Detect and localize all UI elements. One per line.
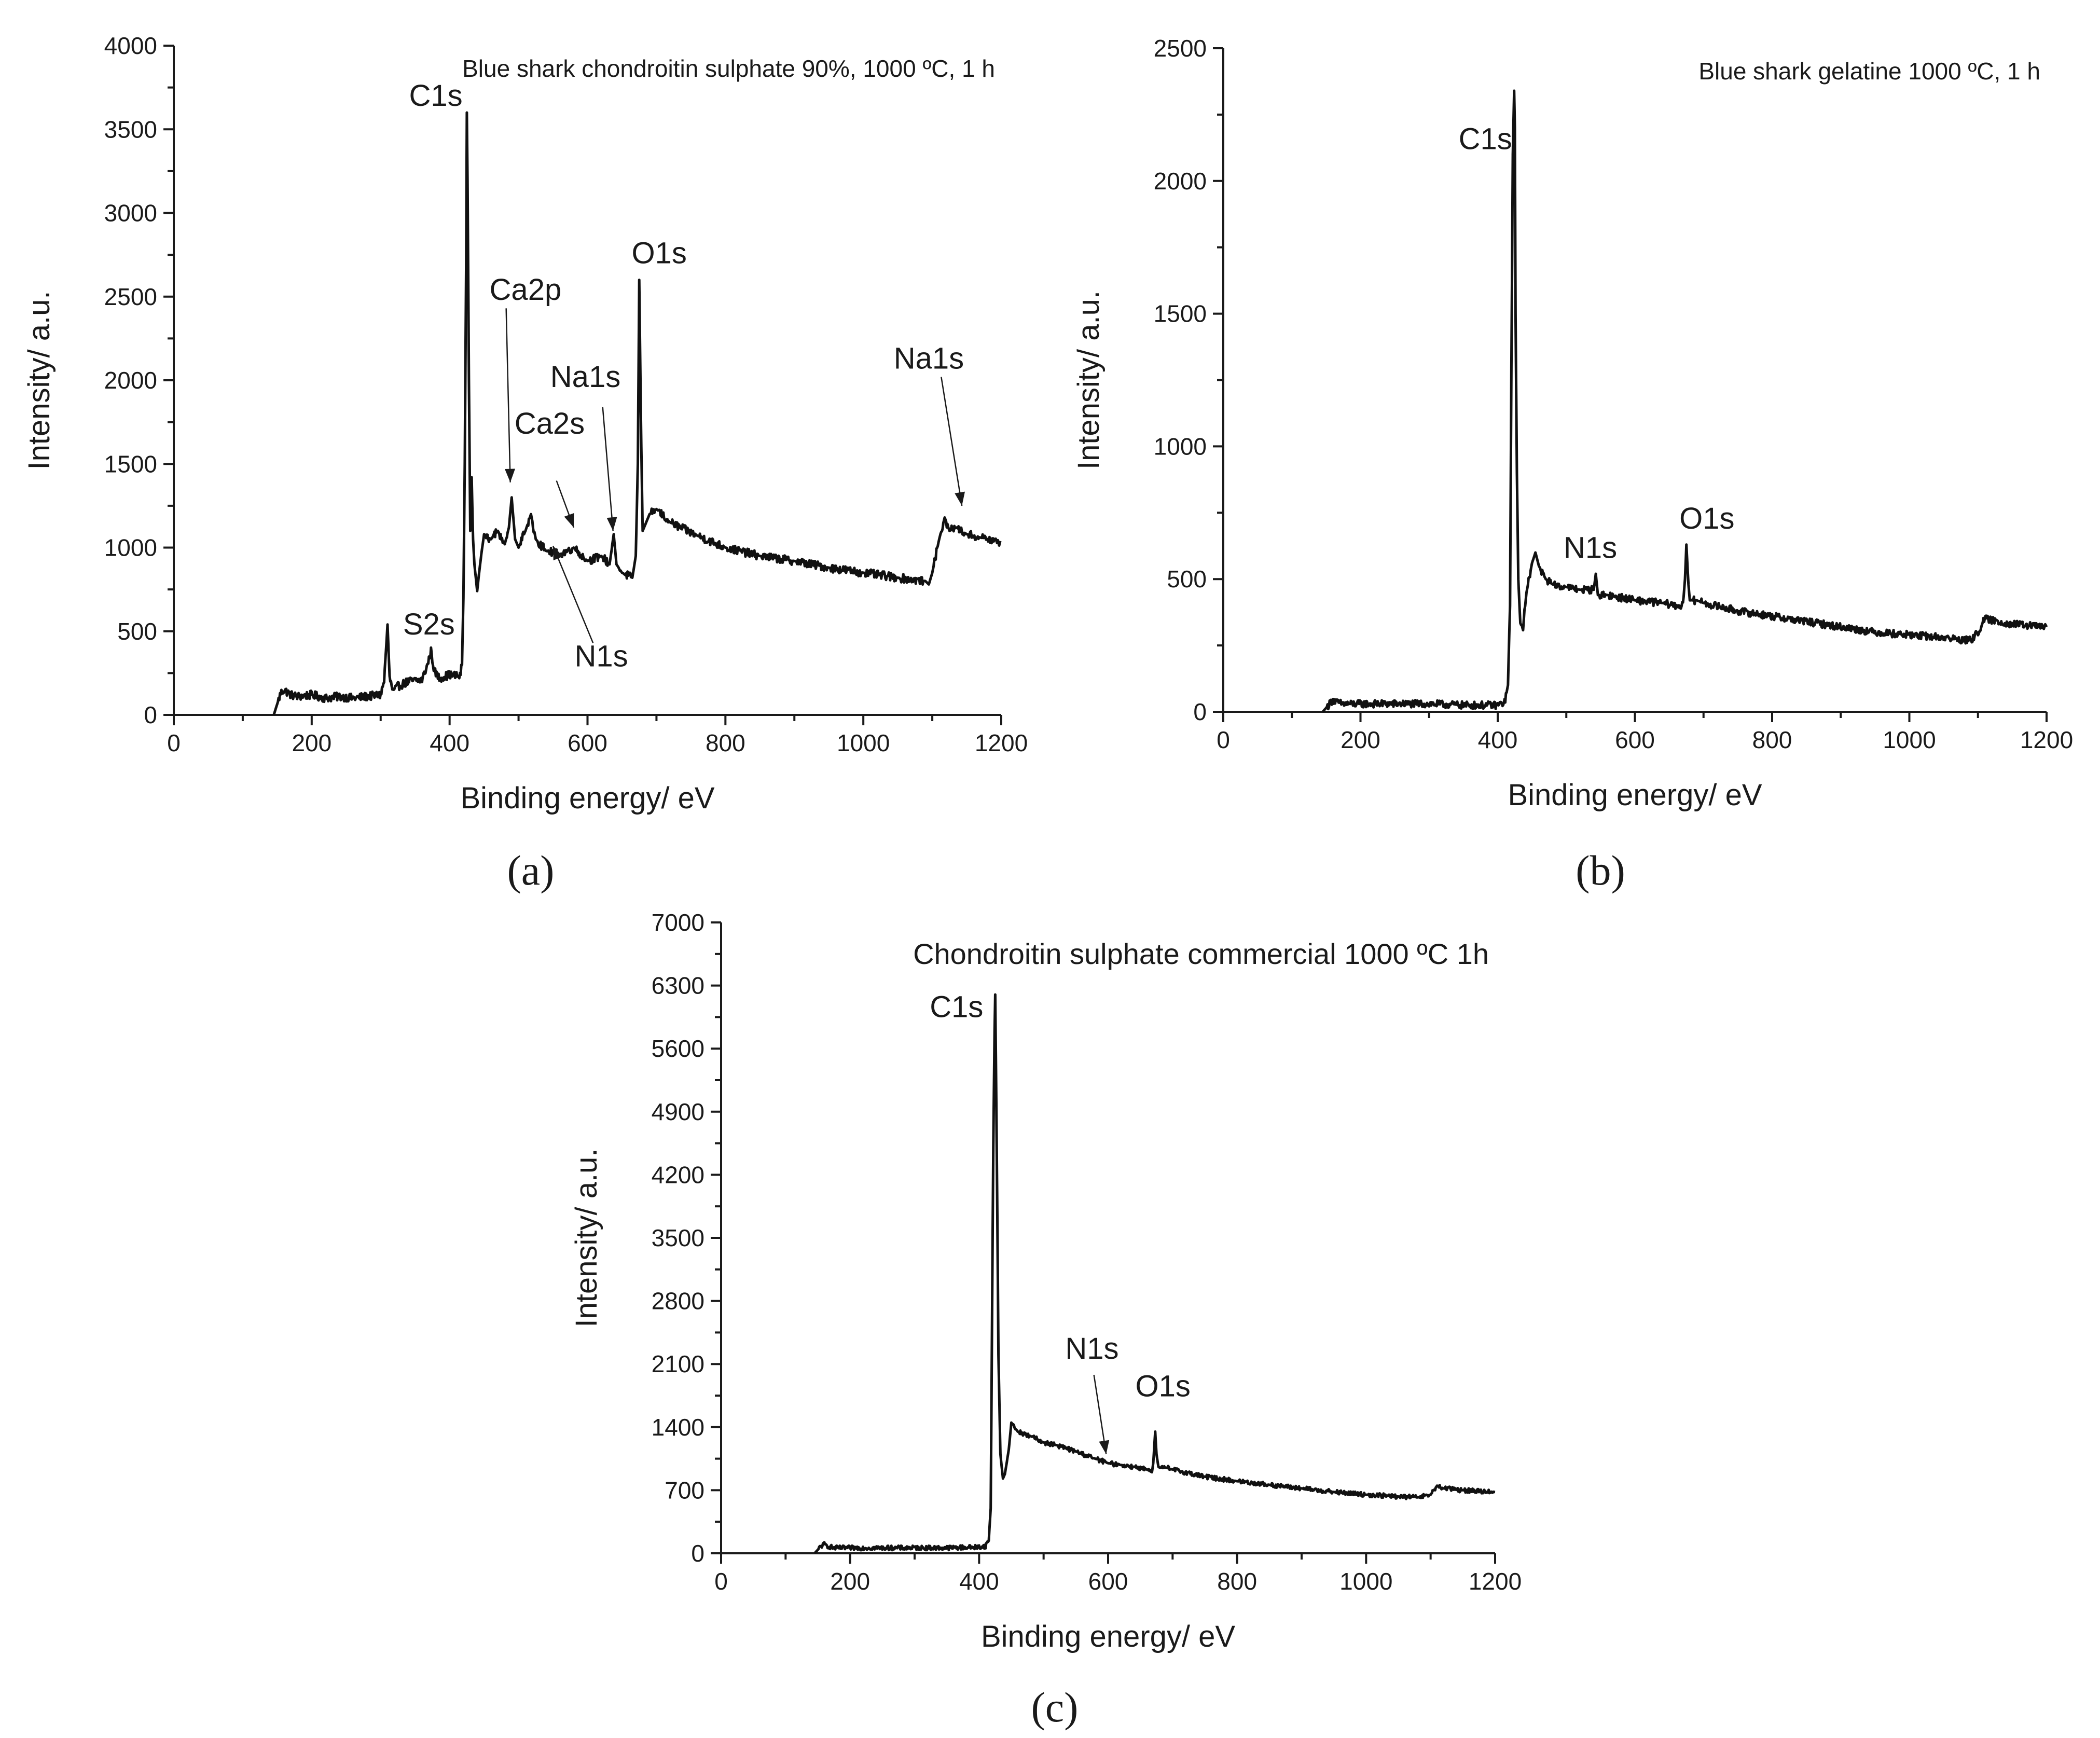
y-tick-label: 0 — [144, 701, 157, 728]
y-tick-label: 6300 — [652, 972, 704, 999]
peak-annotation: C1s — [409, 79, 463, 113]
x-tick-label: 0 — [167, 729, 181, 756]
panel-label: (b) — [1576, 847, 1625, 894]
arrow-head — [564, 513, 574, 528]
y-tick-label: 2500 — [1154, 35, 1207, 62]
y-tick-label: 1000 — [1154, 433, 1207, 460]
peak-annotation: N1s — [1065, 1332, 1118, 1365]
x-axis-title: Binding energy/ eV — [981, 1620, 1235, 1653]
y-tick-label: 1400 — [652, 1414, 704, 1441]
y-tick-label: 1000 — [104, 534, 157, 561]
arrow-head — [1099, 1440, 1110, 1454]
x-tick-label: 800 — [1217, 1568, 1257, 1595]
y-tick-label: 2100 — [652, 1350, 704, 1377]
x-tick-label: 200 — [830, 1568, 870, 1595]
peak-annotation: S2s — [403, 608, 455, 641]
panel-a-chart: 0 200 400 600 800 1000 1200 0 500 1000 1500 2000 250… — [22, 32, 1028, 894]
arrow-head — [553, 546, 563, 561]
arrow-head — [606, 517, 617, 531]
peak-annotation: O1s — [632, 236, 687, 270]
x-tick-label: 400 — [1478, 726, 1518, 753]
peak-annotation: O1s — [1679, 502, 1734, 535]
x-tick-label: 200 — [292, 729, 331, 756]
x-tick-label: 0 — [1217, 726, 1230, 753]
x-tick-label: 800 — [1752, 726, 1792, 753]
y-tick-label: 700 — [665, 1477, 704, 1503]
panel-label: (c) — [1031, 1684, 1078, 1731]
peak-annotation: N1s — [1564, 531, 1617, 564]
x-tick-label: 200 — [1341, 726, 1380, 753]
y-tick-label: 3500 — [652, 1224, 704, 1251]
y-tick-label: 4900 — [652, 1098, 704, 1125]
peak-annotation: O1s — [1135, 1370, 1190, 1403]
spectrum-line — [272, 111, 1002, 715]
y-tick-label: 0 — [691, 1540, 704, 1567]
y-tick-label: 7000 — [652, 909, 704, 936]
y-tick-label: 3500 — [104, 116, 157, 143]
peak-annotation: C1s — [1459, 122, 1512, 156]
annotation-arrow — [552, 545, 594, 643]
peak-annotation: N1s — [575, 639, 628, 673]
x-tick-label: 600 — [568, 729, 607, 756]
y-axis-title: Intensity/ a.u. — [1072, 291, 1106, 470]
x-tick-label: 1000 — [1883, 726, 1936, 753]
y-axis-title: Intensity/ a.u. — [570, 1149, 603, 1328]
chart-title: Chondroitin sulphate commercial 1000 ºC … — [913, 937, 1489, 970]
x-tick-label: 1000 — [837, 729, 890, 756]
y-tick-label: 4200 — [652, 1161, 704, 1188]
x-tick-label: 1200 — [2020, 726, 2073, 753]
annotation-arrow — [941, 377, 963, 506]
arrow-head — [505, 468, 516, 482]
panel-label: (a) — [507, 847, 554, 894]
panel-b-chart: 0 200 400 600 800 1000 1200 0 500 1000 1500 2000 250… — [1072, 35, 2073, 894]
chart-title: Blue shark chondroitin sulphate 90%, 100… — [462, 55, 995, 82]
y-tick-label: 2800 — [652, 1288, 704, 1315]
y-tick-label: 3000 — [104, 200, 157, 227]
y-tick-label: 500 — [117, 618, 157, 645]
y-tick-label: 2000 — [104, 367, 157, 394]
x-tick-label: 400 — [959, 1568, 999, 1595]
y-tick-label: 1500 — [1154, 300, 1207, 327]
peak-annotation: Na1s — [550, 360, 620, 394]
annotation-arrow — [602, 407, 614, 531]
y-tick-label: 4000 — [104, 32, 157, 59]
spectrum-line — [813, 993, 1496, 1554]
y-tick-label: 500 — [1167, 565, 1207, 592]
y-tick-label: 5600 — [652, 1035, 704, 1062]
y-tick-label: 1500 — [104, 450, 157, 477]
x-tick-label: 600 — [1615, 726, 1655, 753]
y-tick-label: 2500 — [104, 283, 157, 310]
x-tick-label: 800 — [706, 729, 745, 756]
annotation-arrow — [505, 308, 511, 482]
arrow-head — [955, 491, 965, 506]
y-tick-label: 0 — [1193, 698, 1207, 725]
y-axis-title: Intensity/ a.u. — [22, 291, 56, 470]
chart-title: Blue shark gelatine 1000 ºC, 1 h — [1698, 58, 2040, 85]
x-axis-title: Binding energy/ eV — [460, 781, 714, 815]
peak-annotation: Ca2p — [490, 273, 562, 307]
peak-annotation: Ca2s — [515, 407, 585, 440]
spectrum-line — [1321, 89, 2048, 713]
x-tick-label: 1200 — [1469, 1568, 1522, 1595]
x-tick-label: 600 — [1088, 1568, 1128, 1595]
panel-c-chart: 0 200 400 600 800 1000 1200 0 700 1400 2100 2800 350… — [570, 909, 1522, 1731]
x-tick-label: 1200 — [975, 729, 1028, 756]
peak-annotation: Na1s — [894, 341, 964, 375]
x-tick-label: 400 — [430, 729, 469, 756]
y-tick-label: 2000 — [1154, 168, 1207, 195]
x-tick-label: 0 — [714, 1568, 728, 1595]
x-tick-label: 1000 — [1339, 1568, 1392, 1595]
x-axis-title: Binding energy/ eV — [1508, 778, 1762, 812]
peak-annotation: C1s — [930, 990, 983, 1024]
